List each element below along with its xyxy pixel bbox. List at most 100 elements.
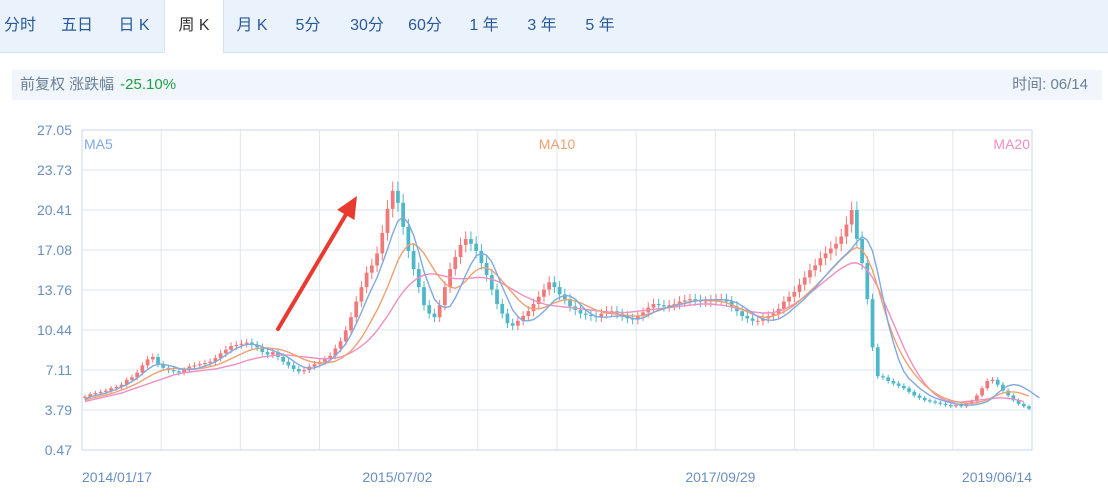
candle-body: [156, 356, 160, 365]
candle-body: [755, 320, 760, 322]
y-tick-label: 23.73: [37, 162, 72, 178]
kline-chart[interactable]: 27.05 23.73 20.41 17.08 13.76 10.44 7.11 3.79 0.…: [0, 112, 1108, 492]
kline-chart-svg[interactable]: 27.05 23.73 20.41 17.08 13.76 10.44 7.11 3.79 0.…: [0, 112, 1108, 492]
tab-3-year[interactable]: 3 年: [527, 17, 557, 34]
candle-body: [557, 287, 562, 295]
candle-body: [828, 248, 833, 254]
tab-intraday[interactable]: 分时: [3, 17, 36, 34]
candle-body: [552, 282, 557, 288]
candle-body: [855, 210, 859, 239]
info-bar: 前复权 涨跌幅 -25.10% 时间: 06/14: [12, 70, 1102, 100]
series-line-ma20: [84, 262, 1024, 403]
candle-body: [380, 232, 385, 254]
candle-body: [907, 388, 911, 392]
x-tick-label: 2014/01/17: [82, 469, 152, 485]
candle-body: [667, 305, 672, 307]
candle-body: [505, 313, 510, 324]
candle-body: [750, 318, 755, 321]
candle-body: [119, 384, 124, 388]
adjust-change-info: 前复权 涨跌幅 -25.10%: [20, 70, 176, 100]
candle-body: [239, 343, 244, 345]
candle-body: [442, 287, 447, 306]
candle-body: [693, 299, 698, 301]
candle-body: [140, 365, 145, 373]
candle-body: [474, 243, 479, 251]
candle-body: [1021, 403, 1026, 407]
candle-body: [500, 303, 505, 314]
tab-5-year[interactable]: 5 年: [585, 17, 615, 34]
candle-body: [677, 301, 682, 304]
candle-body: [562, 294, 567, 300]
candle-body: [229, 346, 233, 350]
candle-body: [171, 370, 176, 372]
candle-body: [1027, 406, 1031, 409]
candle-body: [787, 296, 791, 302]
candle-body: [255, 344, 259, 348]
candle-body: [995, 379, 1000, 385]
candle-body: [1011, 395, 1016, 401]
y-tick-label: 13.76: [37, 282, 72, 298]
candle-body: [406, 226, 411, 251]
candle-body: [1006, 390, 1011, 396]
candle-body: [589, 314, 593, 317]
candle-body: [583, 313, 588, 315]
candle-body: [150, 356, 155, 360]
candle-body: [182, 370, 186, 373]
candle-body: [974, 395, 979, 402]
tab-daily-k[interactable]: 日 K: [118, 17, 150, 34]
candle-body: [823, 253, 828, 259]
candle-body: [364, 272, 369, 288]
candle-body: [943, 403, 948, 406]
candle-body: [234, 344, 239, 347]
candle-body: [948, 405, 953, 407]
candle-body: [432, 313, 437, 318]
candle-body: [547, 282, 552, 290]
candle-body: [917, 395, 922, 398]
x-tick-label: 2015/07/02: [362, 469, 432, 485]
tab-30min[interactable]: 30分: [350, 17, 384, 34]
tab-monthly-k[interactable]: 月 K: [236, 17, 268, 34]
candle-body: [609, 311, 614, 313]
candle-body: [312, 364, 317, 367]
candle-body: [521, 316, 525, 321]
candle-body: [656, 303, 661, 306]
tab-60min[interactable]: 60分: [408, 17, 442, 34]
candle-body: [901, 385, 906, 389]
series-line-ma5: [84, 216, 1040, 406]
candle-body: [641, 312, 645, 317]
candle-body: [688, 299, 692, 301]
candle-body: [985, 381, 990, 389]
candle-body: [651, 303, 656, 308]
candle-body: [489, 275, 494, 290]
candle-body: [296, 368, 301, 372]
candle-body: [635, 316, 640, 320]
candle-body: [427, 305, 432, 314]
x-tick-label: 2017/09/29: [685, 469, 755, 485]
candle-body: [208, 361, 213, 363]
candle-body: [98, 391, 103, 394]
candle-body: [912, 391, 917, 396]
candle-body: [286, 361, 291, 366]
candle-body: [792, 291, 797, 297]
time-label: 时间: 06/14: [1012, 76, 1088, 93]
candle-body: [740, 311, 745, 317]
candle-body: [682, 300, 687, 302]
tab-weekly-k[interactable]: 周 K: [164, 0, 224, 53]
series-line-ma10: [84, 243, 1030, 404]
candle-body: [192, 365, 197, 367]
candle-body: [396, 190, 400, 203]
candle-body: [808, 270, 812, 278]
change-percent: -25.10%: [120, 76, 177, 93]
candle-body: [870, 299, 875, 348]
candle-body: [197, 364, 202, 366]
candle-body: [338, 341, 343, 349]
candle-body: [959, 405, 964, 407]
tab-5min[interactable]: 5分: [295, 17, 321, 34]
candle-body: [323, 359, 327, 362]
candle-body: [865, 263, 870, 300]
tab-1-year[interactable]: 1 年: [469, 17, 499, 34]
candle-body: [244, 342, 249, 344]
legend-ma5: MA5: [84, 136, 113, 152]
tab-five-day[interactable]: 五日: [60, 17, 93, 34]
y-tick-label: 7.11: [46, 362, 72, 378]
